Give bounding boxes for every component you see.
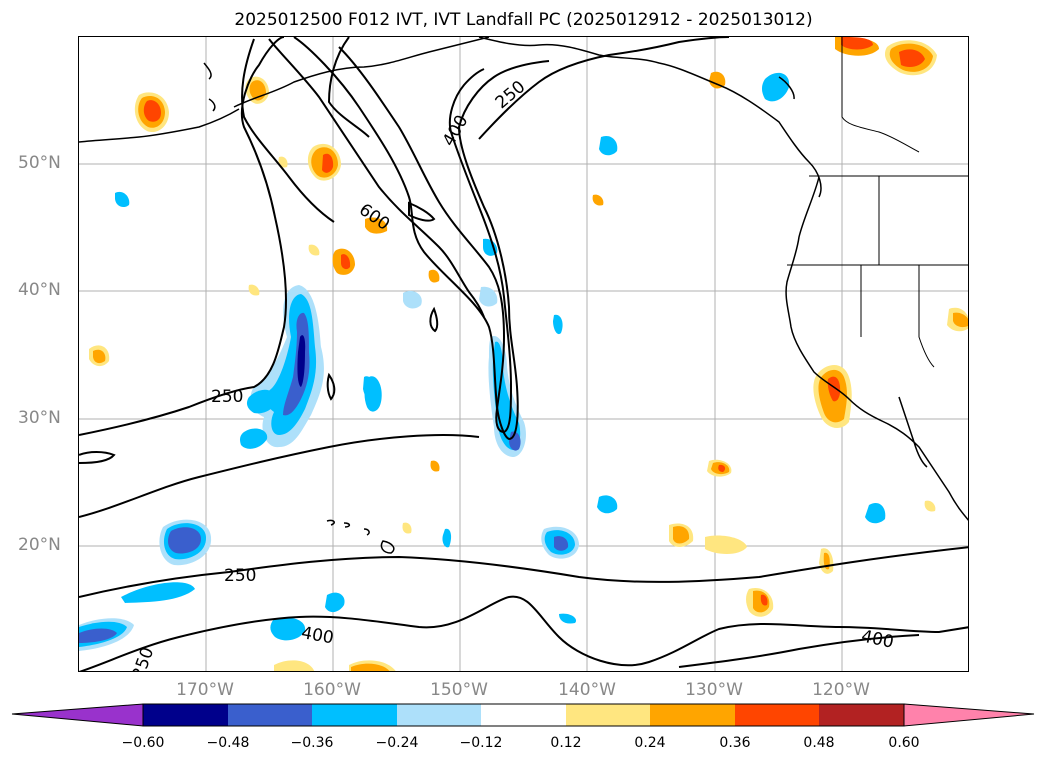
colorbar-tick-2: −0.48 bbox=[206, 735, 250, 751]
lon-label-130w: 130°W bbox=[685, 680, 743, 700]
lon-label-150w: 150°W bbox=[430, 680, 488, 700]
coastlines bbox=[79, 37, 968, 554]
contour-label-2: 400 bbox=[439, 112, 473, 150]
alaska-coast bbox=[233, 37, 822, 198]
colorbar-segment-6 bbox=[566, 704, 650, 726]
colorbar-tick-4: −0.24 bbox=[375, 735, 419, 751]
ivt-contour-250-east bbox=[478, 37, 730, 140]
contour-label-1: 250 bbox=[492, 77, 530, 113]
lon-label-140w: 140°W bbox=[558, 680, 616, 700]
colorbar-tick-1: −0.60 bbox=[121, 735, 165, 751]
colorbar bbox=[11, 703, 1035, 727]
ivt-contours bbox=[79, 37, 968, 671]
lat-label-50n: 50°N bbox=[18, 153, 61, 173]
colorbar-segment-1 bbox=[143, 704, 228, 726]
contour-labels: 250 400 600 250 250 400 250 400 bbox=[128, 77, 896, 672]
colorbar-segment-9 bbox=[819, 704, 904, 726]
ivt-contour-400-north bbox=[327, 37, 513, 434]
west-coast bbox=[785, 176, 968, 521]
gridlines bbox=[79, 37, 968, 671]
hawaii bbox=[326, 519, 395, 554]
contour-label-4: 250 bbox=[211, 387, 243, 407]
us-state-borders bbox=[787, 176, 968, 368]
ivt-contour-400-south bbox=[79, 595, 968, 671]
colorbar-tick-10: 0.60 bbox=[888, 735, 920, 751]
lon-label-120w: 120°W bbox=[812, 680, 870, 700]
colorbar-segment-3 bbox=[312, 704, 397, 726]
colorbar-tick-8: 0.36 bbox=[719, 735, 751, 751]
colorbar-tick-6: 0.12 bbox=[550, 735, 582, 751]
colorbar-segment-7 bbox=[650, 704, 735, 726]
political-borders bbox=[787, 37, 968, 368]
lat-label-40n: 40°N bbox=[18, 280, 61, 300]
aleutians bbox=[79, 108, 240, 143]
colorbar-segment-8 bbox=[735, 704, 819, 726]
lon-label-170w: 170°W bbox=[176, 680, 234, 700]
map-canvas: 250 400 600 250 250 400 250 400 bbox=[79, 37, 968, 672]
lon-label-160w: 160°W bbox=[303, 680, 361, 700]
colorbar-tick-3: −0.36 bbox=[290, 735, 334, 751]
contour-label-5: 250 bbox=[224, 566, 256, 586]
colorbar-segment-4 bbox=[397, 704, 481, 726]
colorbar-segment-2 bbox=[228, 704, 312, 726]
colorbar-tick-5: −0.12 bbox=[459, 735, 503, 751]
colorbar-extend-high bbox=[903, 703, 1035, 727]
lat-label-30n: 30°N bbox=[18, 408, 61, 428]
contour-label-7: 250 bbox=[128, 645, 158, 672]
ivt-contour-600 bbox=[241, 38, 485, 318]
colorbar-tick-9: 0.48 bbox=[803, 735, 835, 751]
positive-pc-blobs bbox=[89, 37, 968, 671]
colorbar-extend-low bbox=[11, 703, 144, 727]
alaska-canada-border bbox=[841, 37, 920, 153]
contour-label-8: 400 bbox=[860, 626, 896, 652]
ivt-contour-250-south bbox=[79, 434, 968, 598]
colorbar-segment-5 bbox=[481, 704, 566, 726]
lat-label-20n: 20°N bbox=[18, 535, 61, 555]
contour-label-6: 400 bbox=[300, 623, 335, 648]
map-panel: 250 400 600 250 250 400 250 400 bbox=[78, 36, 969, 672]
colorbar-tick-7: 0.24 bbox=[634, 735, 666, 751]
map-title: 2025012500 F012 IVT, IVT Landfall PC (20… bbox=[234, 10, 813, 30]
ivt-contour-250-north bbox=[79, 37, 550, 441]
